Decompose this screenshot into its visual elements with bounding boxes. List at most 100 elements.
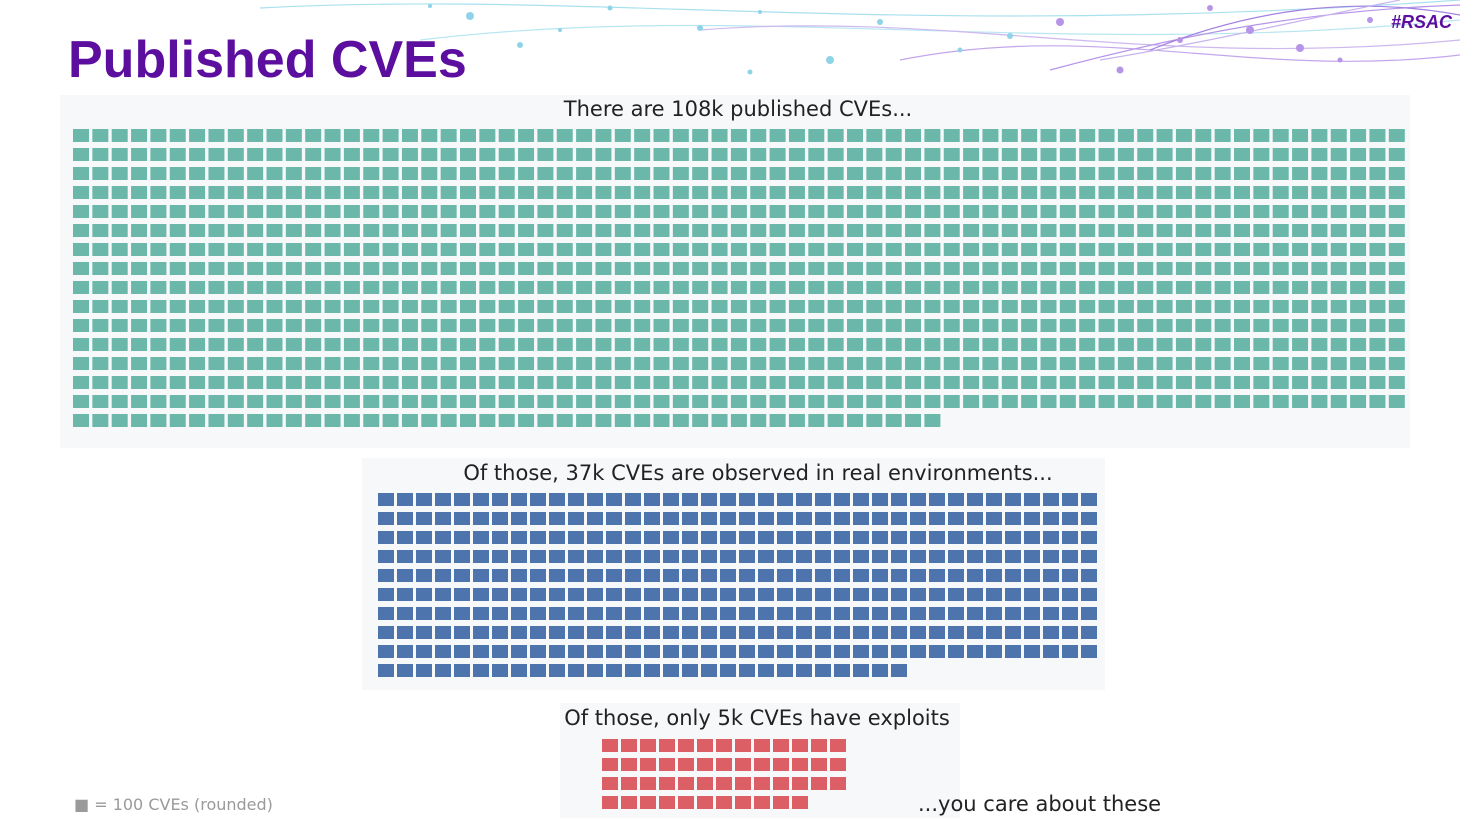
waffle-square xyxy=(378,588,394,601)
waffle-square xyxy=(473,626,489,639)
waffle-square xyxy=(1059,281,1076,294)
waffle-square xyxy=(518,357,535,370)
waffle-square xyxy=(401,186,418,199)
waffle-square xyxy=(479,414,496,427)
waffle-square xyxy=(750,224,767,237)
waffle-square xyxy=(758,493,774,506)
waffle-square xyxy=(910,645,926,658)
waffle-square xyxy=(1195,167,1212,180)
waffle-square xyxy=(847,395,863,408)
waffle-square xyxy=(730,376,747,389)
waffle-square xyxy=(1043,645,1059,658)
waffle-square xyxy=(788,205,805,218)
waffle-square xyxy=(1369,129,1386,142)
waffle-square xyxy=(530,645,546,658)
waffle-square xyxy=(1311,395,1328,408)
waffle-square xyxy=(227,319,244,332)
waffle-square xyxy=(324,205,341,218)
waffle-square xyxy=(614,281,631,294)
waffle-square xyxy=(672,262,689,275)
waffle-square xyxy=(1040,262,1057,275)
waffle-square xyxy=(324,243,341,256)
waffle-square xyxy=(905,186,922,199)
waffle-square xyxy=(692,300,709,313)
waffle-square xyxy=(1234,148,1250,161)
waffle-square xyxy=(401,167,418,180)
waffle-square xyxy=(1081,550,1097,563)
waffle-square xyxy=(1024,607,1040,620)
waffle-square xyxy=(92,414,109,427)
waffle-square xyxy=(227,338,244,351)
waffle-square xyxy=(905,262,922,275)
waffle-square xyxy=(1350,281,1367,294)
waffle-square xyxy=(1021,319,1038,332)
waffle-square xyxy=(653,148,670,161)
waffle-square xyxy=(530,569,546,582)
waffle-square xyxy=(625,569,641,582)
waffle-square xyxy=(1175,224,1192,237)
waffle-square xyxy=(576,395,593,408)
waffle-square xyxy=(440,357,457,370)
waffle-square xyxy=(1079,319,1096,332)
waffle-square xyxy=(266,376,283,389)
waffle-square xyxy=(1311,148,1328,161)
waffle-square xyxy=(948,588,964,601)
waffle-square xyxy=(653,376,670,389)
waffle-square xyxy=(421,319,438,332)
waffle-square xyxy=(492,664,508,677)
waffle-square xyxy=(788,376,805,389)
waffle-square xyxy=(537,129,554,142)
waffle-square xyxy=(568,588,584,601)
waffle-square xyxy=(473,588,489,601)
waffle-square xyxy=(750,357,767,370)
waffle-square xyxy=(1098,338,1115,351)
waffle-square xyxy=(692,357,709,370)
waffle-square xyxy=(343,167,360,180)
waffle-square xyxy=(711,338,728,351)
waffle-square xyxy=(730,414,747,427)
waffle-square xyxy=(982,167,999,180)
waffle-square xyxy=(815,664,831,677)
waffle-square xyxy=(324,167,341,180)
waffle-square xyxy=(659,758,675,771)
waffle-square xyxy=(827,186,844,199)
waffle-square xyxy=(672,243,689,256)
waffle-square xyxy=(754,758,770,771)
waffle-square xyxy=(587,607,603,620)
waffle-square xyxy=(73,376,89,389)
waffle-square xyxy=(1117,224,1134,237)
waffle-square xyxy=(518,205,535,218)
waffle-square xyxy=(1330,357,1347,370)
waffle-square xyxy=(518,376,535,389)
waffle-square xyxy=(479,243,496,256)
waffle-square xyxy=(614,395,631,408)
waffle-square xyxy=(730,224,747,237)
waffle-square xyxy=(530,664,546,677)
waffle-square xyxy=(967,626,983,639)
waffle-square xyxy=(1079,281,1096,294)
waffle-square xyxy=(754,796,770,809)
waffle-square xyxy=(1350,262,1367,275)
waffle-square xyxy=(1137,338,1154,351)
waffle-square xyxy=(1062,493,1078,506)
waffle-square xyxy=(150,414,167,427)
waffle-square xyxy=(1117,357,1134,370)
waffle-square xyxy=(530,531,546,544)
waffle-square xyxy=(943,129,960,142)
waffle-square xyxy=(266,357,283,370)
waffle-square xyxy=(943,205,960,218)
waffle-square xyxy=(792,739,808,752)
waffle-square xyxy=(1021,281,1038,294)
waffle-square xyxy=(1081,531,1097,544)
waffle-square xyxy=(929,607,945,620)
waffle-square xyxy=(644,550,660,563)
waffle-square xyxy=(847,414,863,427)
waffle-square xyxy=(910,493,926,506)
waffle-square xyxy=(363,357,380,370)
waffle-square xyxy=(653,357,670,370)
waffle-square xyxy=(1001,376,1018,389)
waffle-square xyxy=(1175,319,1192,332)
waffle-square xyxy=(1234,300,1250,313)
waffle-square xyxy=(711,319,728,332)
waffle-square xyxy=(378,550,394,563)
